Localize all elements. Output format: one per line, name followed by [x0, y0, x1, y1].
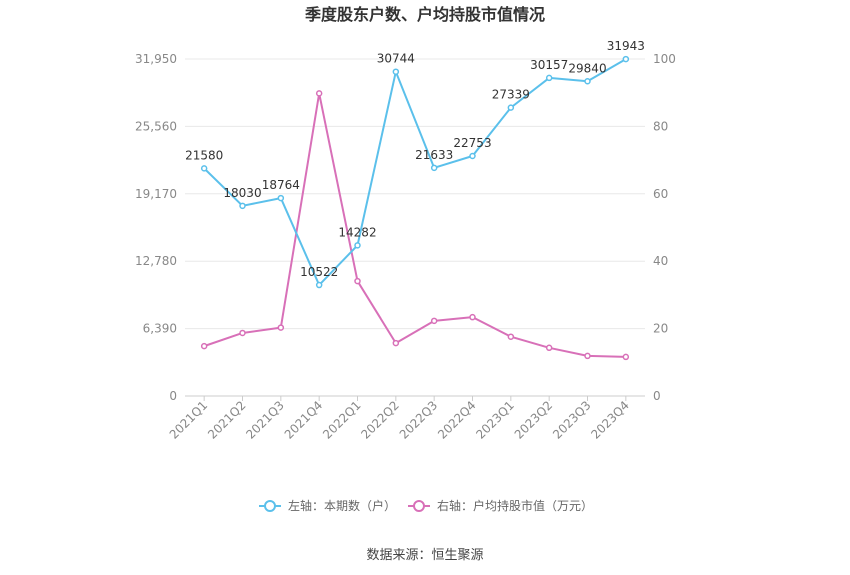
data-point [239, 329, 246, 337]
x-tick-label: 2021Q3 [243, 398, 287, 442]
data-label: 22753 [453, 136, 491, 150]
data-point [584, 78, 591, 85]
x-tick-label: 2021Q4 [282, 398, 326, 442]
data-label: 18764 [262, 178, 300, 192]
data-point [200, 165, 208, 172]
legend-item: 右轴：户均持股市值（万元） [408, 498, 593, 513]
chart-title: 季度股东户数、户均持股市值情况 [304, 5, 545, 24]
legend-label: 右轴：户均持股市值（万元） [437, 498, 593, 513]
data-point [507, 333, 515, 340]
data-label: 14282 [338, 225, 376, 239]
x-tick-label: 2023Q2 [512, 398, 556, 442]
data-point [315, 281, 323, 289]
x-tick-label: 2021Q2 [205, 398, 249, 442]
left-tick-label: 0 [169, 389, 177, 403]
data-label: 30744 [377, 52, 415, 66]
data-point [545, 344, 553, 352]
data-point [545, 74, 553, 82]
data-point [392, 68, 400, 75]
x-tick-label: 2022Q4 [435, 398, 479, 442]
grid [185, 58, 645, 397]
left-tick-label: 6,390 [143, 322, 177, 336]
data-label: 29840 [568, 61, 606, 75]
series-layer [200, 55, 630, 361]
right-tick-label: 20 [653, 322, 668, 336]
data-point [622, 353, 630, 361]
legend: 左轴：本期数（户） 右轴：户均持股市值（万元） [259, 498, 593, 513]
right-tick-label: 0 [653, 389, 661, 403]
legend-label: 左轴：本期数（户） [288, 498, 396, 513]
data-point [430, 317, 438, 325]
series-line [203, 92, 626, 358]
x-tick-label: 2023Q3 [550, 398, 594, 442]
legend-item: 左轴：本期数（户） [259, 498, 396, 513]
data-label: 21580 [185, 148, 223, 162]
data-label: 27339 [492, 88, 530, 102]
x-tick-label: 2021Q1 [167, 398, 211, 442]
series-line [203, 58, 627, 287]
x-tick-label: 2022Q1 [320, 398, 364, 442]
data-label: 30157 [530, 58, 568, 72]
right-tick-label: 80 [653, 119, 668, 133]
data-point [277, 324, 285, 331]
data-point [622, 55, 630, 63]
x-tick-label: 2023Q4 [588, 398, 632, 442]
data-label: 18030 [223, 186, 261, 200]
data-point [277, 194, 285, 202]
legend-swatch-marker [413, 500, 425, 512]
x-axis: 2021Q12021Q22021Q32021Q42022Q12022Q22022… [167, 396, 632, 442]
right-axis: 0 20 40 60 80 100 [653, 52, 676, 403]
left-tick-label: 19,170 [135, 187, 177, 201]
x-tick-label: 2023Q1 [473, 398, 517, 442]
data-label: 10522 [300, 265, 338, 279]
left-tick-label: 31,950 [135, 52, 177, 66]
data-point [584, 352, 591, 360]
data-label: 21633 [415, 148, 453, 162]
data-point [469, 313, 476, 321]
legend-swatch-marker [264, 500, 276, 512]
data-point [430, 164, 438, 172]
left-axis: 0 6,390 12,780 19,170 25,560 31,950 [135, 52, 177, 403]
data-point [354, 242, 361, 249]
x-tick-label: 2022Q2 [358, 398, 402, 442]
right-tick-label: 40 [653, 254, 668, 268]
data-label: 31943 [607, 39, 645, 53]
data-point [392, 339, 400, 347]
data-point [239, 202, 246, 210]
right-tick-label: 60 [653, 187, 668, 201]
data-point [507, 104, 515, 111]
left-tick-label: 12,780 [135, 254, 177, 268]
x-tick-label: 2022Q3 [397, 398, 441, 442]
left-tick-label: 25,560 [135, 119, 177, 133]
data-point [469, 152, 476, 160]
source-note: 数据来源：恒生聚源 [366, 548, 483, 563]
data-point [200, 342, 208, 350]
data-point [315, 90, 323, 97]
data-point [354, 277, 361, 285]
right-tick-label: 100 [653, 52, 676, 66]
